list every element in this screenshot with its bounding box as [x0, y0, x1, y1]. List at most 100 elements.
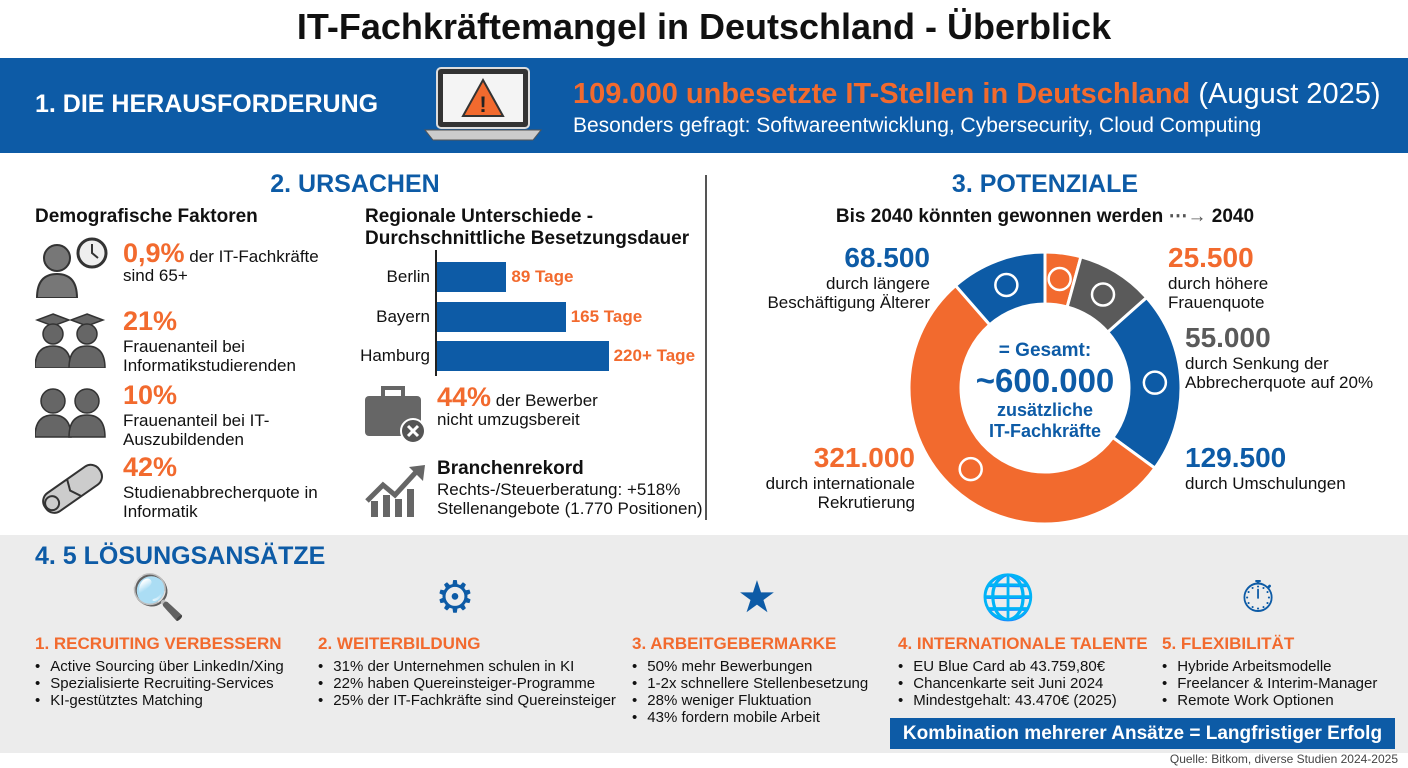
bullet-item: 1-2x schnellere Stellenbesetzung: [632, 675, 868, 692]
solution-title: 1. RECRUITING VERBESSERN: [35, 634, 282, 653]
record-stat: Branchenrekord Rechts-/Steuerberatung: +…: [437, 458, 703, 518]
older-worker-icon: [994, 272, 1019, 298]
challenge-label: 1. DIE HERAUSFORDERUNG: [35, 90, 379, 118]
demo-value: 21%: [123, 306, 178, 336]
bullet-item: EU Blue Card ab 43.759,80€: [898, 658, 1148, 675]
solution-column: 5. FLEXIBILITÄT Hybride ArbeitsmodelleFr…: [1162, 634, 1377, 709]
segment-label-retraining: 129.500 durch Umschulungen: [1185, 442, 1346, 493]
mobility-text: nicht umzugsbereit: [437, 410, 580, 429]
demo-item-3: 10% Frauenanteil bei IT-Auszubildenden: [123, 380, 323, 449]
chart-up-icon: [365, 465, 425, 517]
bar-category-label: Berlin: [386, 267, 430, 286]
solution-title: 3. ARBEITGEBERMARKE: [632, 634, 837, 653]
globe-arrow-icon: [958, 456, 983, 482]
potentials-donut-chart: [907, 250, 1183, 526]
demo-text: Studienabbrecherquote in Informatik: [123, 483, 318, 521]
record-line1: Rechts-/Steuerberatung: +518%: [437, 480, 681, 499]
source-note: Quelle: Bitkom, diverse Studien 2024-202…: [1169, 752, 1398, 766]
segment-desc: durch Umschulungen: [1185, 474, 1346, 493]
bar-category-label: Hamburg: [360, 346, 430, 365]
segment-value: 129.500: [1185, 442, 1287, 473]
center-line3: IT-Fachkräfte: [988, 421, 1102, 441]
demo-text: sind 65+: [123, 266, 188, 285]
gears-diploma-icon: [1142, 370, 1168, 395]
graduation-cap-icon: [1090, 282, 1116, 307]
segment-label-dropout: 55.000 durch Senkung der Abbrecherquote …: [1185, 322, 1375, 392]
challenge-band: [0, 58, 1408, 153]
search-person-icon: 🔍: [130, 573, 186, 622]
bullet-item: 43% fordern mobile Arbeit: [632, 709, 868, 726]
bar-bayern: [437, 302, 566, 332]
bullet-item: Chancenkarte seit Juni 2024: [898, 675, 1148, 692]
demo-value: 10%: [123, 380, 178, 410]
mobility-stat: 44% der Bewerber nicht umzugsbereit: [437, 384, 598, 430]
demo-title: Demografische Faktoren: [35, 206, 258, 227]
graduates-icon: [35, 313, 106, 368]
solution-column: 1. RECRUITING VERBESSERN Active Sourcing…: [35, 634, 284, 709]
subtitle-text: Bis 2040 könnten gewonnen werden: [835, 206, 1164, 227]
subtitle-target: 2040: [1211, 206, 1255, 227]
segment-desc: durch internationale Rekrutierung: [765, 474, 915, 512]
bullet-item: 31% der Unternehmen schulen in KI: [318, 658, 616, 675]
vacancies-headline: 109.000 unbesetzte IT-Stellen in Deutsch…: [573, 78, 1191, 110]
bullet-item: Mindestgehalt: 43.470€ (2025): [898, 692, 1148, 709]
solution-title: 2. WEITERBILDUNG: [318, 634, 481, 653]
bullet-item: 25% der IT-Fachkräfte sind Quereinsteige…: [318, 692, 616, 709]
arrow-right-icon: ⋯→: [1168, 206, 1207, 227]
bullet-item: Freelancer & Interim-Manager: [1162, 675, 1377, 692]
donut-center: = Gesamt: ~600.000 zusätzliche IT-Fachkr…: [965, 340, 1125, 442]
segment-label-international: 321.000 durch internationale Rekrutierun…: [755, 442, 915, 512]
solutions-title: 4. 5 LÖSUNGSANSÄTZE: [35, 542, 326, 570]
segment-value: 55.000: [1185, 322, 1271, 353]
center-line1: = Gesamt:: [998, 340, 1092, 361]
segment-value: 321.000: [813, 442, 915, 473]
suitcase-x-icon: [365, 386, 426, 444]
bar-value-label: 89 Tage: [511, 267, 574, 286]
bullet-item: Hybride Arbeitsmodelle: [1162, 658, 1377, 675]
solution-column: 2. WEITERBILDUNG 31% der Unternehmen sch…: [318, 634, 616, 709]
bullet-item: 22% haben Quereinsteiger-Programme: [318, 675, 616, 692]
segment-desc: durch Senkung der Abbrecherquote auf 20%: [1185, 354, 1374, 392]
segment-value: 68.500: [844, 242, 930, 273]
mobility-value: 44%: [437, 382, 492, 412]
demo-value: 0,9%: [123, 238, 185, 268]
bullet-item: Remote Work Optionen: [1162, 692, 1377, 709]
bar-axis: [435, 250, 437, 376]
flexible-person-clock-icon: ⏱: [1240, 573, 1276, 622]
donut-segment: [953, 250, 1047, 327]
success-banner: Kombination mehrerer Ansätze = Langfrist…: [890, 718, 1395, 749]
bullet-item: Spezialisierte Recruiting-Services: [35, 675, 284, 692]
demo-text-inline: der IT-Fachkräfte: [189, 247, 319, 266]
head-gears-icon: ⚙: [435, 573, 475, 622]
segment-value: 25.500: [1168, 242, 1254, 273]
challenge-headline: 109.000 unbesetzte IT-Stellen in Deutsch…: [573, 78, 1380, 111]
torn-diploma-icon: [42, 463, 103, 514]
svg-text:!: !: [479, 92, 486, 117]
demo-item-4: 42% Studienabbrecherquote in Informatik: [123, 452, 323, 521]
potentials-title: 3. POTENZIALE: [951, 170, 1139, 198]
bullet-item: KI-gestütztes Matching: [35, 692, 284, 709]
solution-title: 4. INTERNATIONALE TALENTE: [898, 634, 1148, 653]
women-icon: [1047, 266, 1072, 292]
segment-desc: durch längere Beschäftigung Älterer: [767, 274, 930, 312]
record-title: Branchenrekord: [437, 458, 584, 479]
elderly-clock-icon: [35, 237, 108, 298]
solution-title: 5. FLEXIBILITÄT: [1162, 634, 1295, 653]
center-line2: zusätzliche: [996, 400, 1094, 420]
center-value: ~600.000: [975, 362, 1115, 399]
solution-column: 4. INTERNATIONALE TALENTE EU Blue Card a…: [898, 634, 1148, 709]
bar-category-label: Bayern: [376, 307, 430, 326]
segment-desc: durch höhere Frauenquote: [1168, 274, 1269, 312]
segment-label-older: 68.500 durch längere Beschäftigung Älter…: [750, 242, 930, 312]
segment-label-women: 25.500 durch höhere Frauenquote: [1168, 242, 1288, 312]
record-line2: Stellenangebote (1.770 Positionen): [437, 499, 703, 518]
apprentices-icon: [35, 388, 106, 438]
bullet-item: 28% weniger Fluktuation: [632, 692, 868, 709]
demo-value: 42%: [123, 452, 178, 482]
bar-hamburg: [437, 341, 609, 371]
demo-item-1: 0,9% der IT-Fachkräfte sind 65+: [123, 240, 323, 286]
mobility-text-inline: der Bewerber: [495, 391, 598, 410]
bullet-item: 50% mehr Bewerbungen: [632, 658, 868, 675]
passport-globe-icon: 🌐: [980, 573, 1036, 622]
causes-title: 2. URSACHEN: [270, 170, 440, 198]
